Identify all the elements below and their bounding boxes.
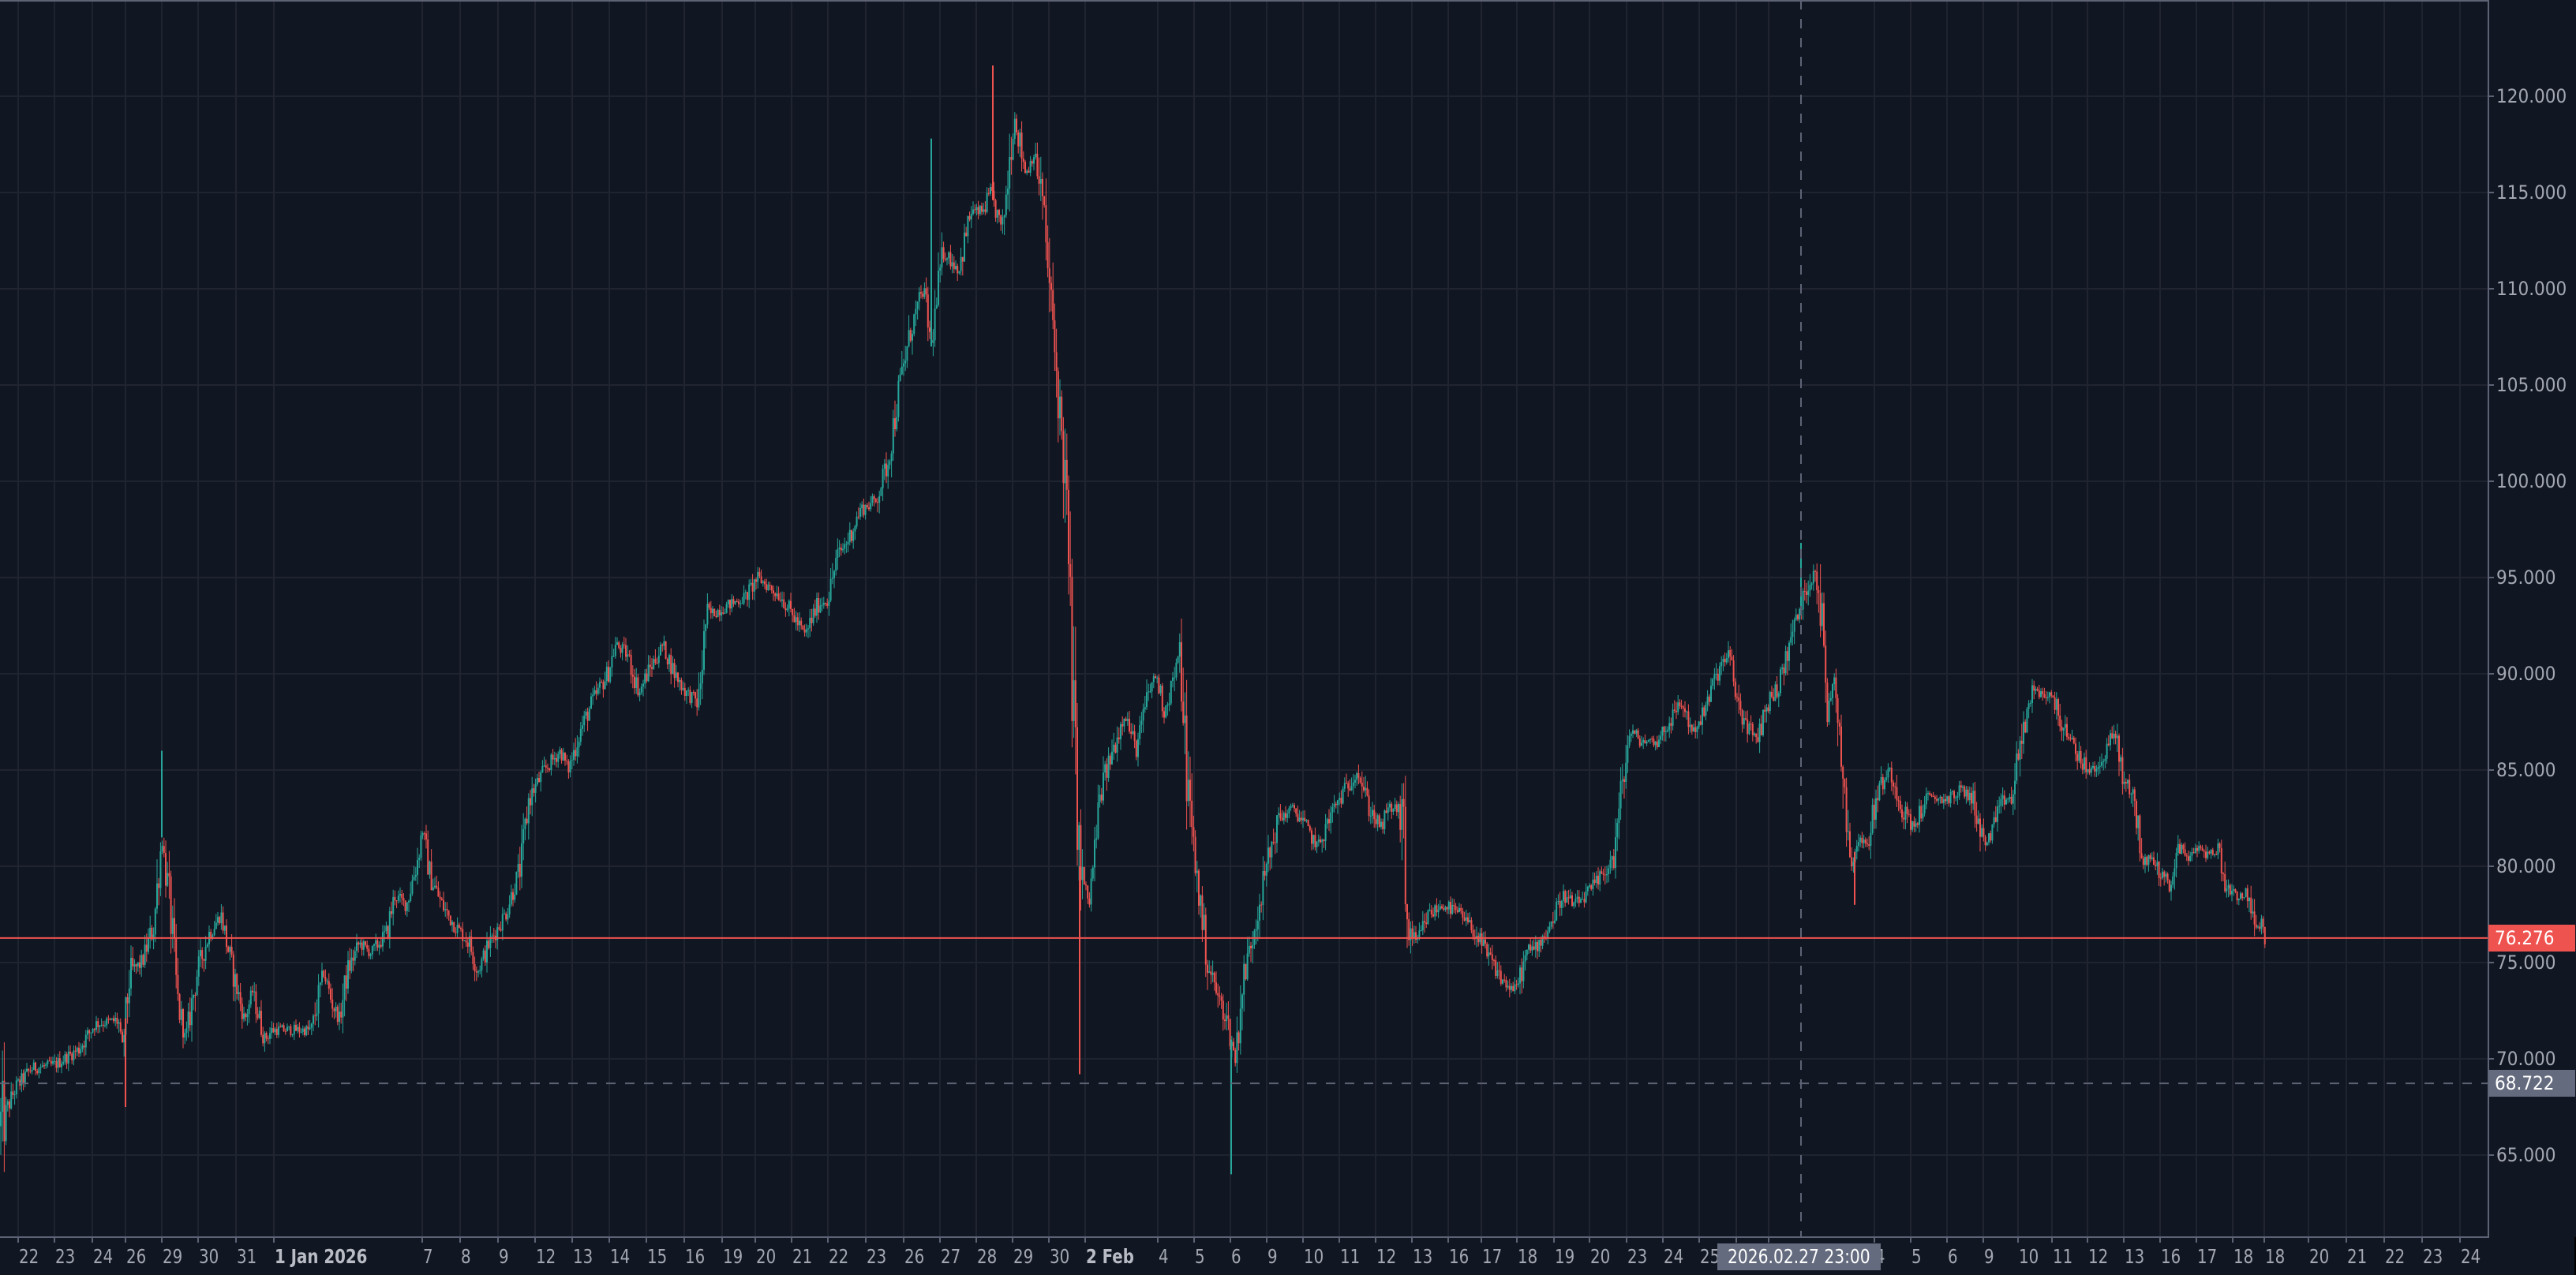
time-tick-label: 26: [904, 1245, 925, 1268]
time-tick-label: 11: [1340, 1245, 1361, 1268]
time-tick-label: 17: [1482, 1245, 1503, 1268]
price-tick-label: 100.000: [2496, 470, 2567, 492]
time-tick-label: 19: [723, 1245, 743, 1268]
time-tick-label: 13: [2125, 1245, 2145, 1268]
price-tick-label: 120.000: [2496, 85, 2567, 107]
time-tick-label: 12: [2088, 1245, 2109, 1268]
time-tick-label: 9: [1267, 1245, 1278, 1268]
time-tick-label: 8: [461, 1245, 471, 1268]
crosshair-price-badge: 68.722: [2488, 1070, 2575, 1097]
time-tick-label: 29: [163, 1245, 183, 1268]
price-tick-label: 65.000: [2496, 1144, 2556, 1166]
price-tick-label: 115.000: [2496, 181, 2567, 204]
time-tick-label: 5: [1911, 1245, 1922, 1268]
time-tick-label: 14: [610, 1245, 631, 1268]
time-tick-label: 5: [1195, 1245, 1205, 1268]
time-tick-label: 12: [536, 1245, 556, 1268]
price-tick-label: 70.000: [2496, 1048, 2556, 1070]
grid-lines: [0, 1, 2488, 1237]
time-tick-label: 21: [792, 1245, 813, 1268]
time-tick-label: 10: [1304, 1245, 1324, 1268]
time-tick-label: 18: [2265, 1245, 2286, 1268]
time-tick-label: 4: [1159, 1245, 1169, 1268]
time-tick-label: 7: [423, 1245, 433, 1268]
time-tick-label: 24: [1664, 1245, 1684, 1268]
time-tick-label: 18: [2233, 1245, 2254, 1268]
time-tick-label: 16: [685, 1245, 706, 1268]
time-tick-label: 26: [126, 1245, 147, 1268]
time-tick-label: 22: [829, 1245, 849, 1268]
time-tick-label: 21: [2347, 1245, 2368, 1268]
time-tick-label: 17: [2197, 1245, 2218, 1268]
time-tick-label: 20: [2309, 1245, 2330, 1268]
time-tick-label: 20: [1590, 1245, 1611, 1268]
time-tick-label: 27: [941, 1245, 961, 1268]
time-tick-label: 13: [573, 1245, 593, 1268]
time-tick-label: 31: [237, 1245, 257, 1268]
time-tick-label: 13: [1413, 1245, 1433, 1268]
time-tick-label: 24: [2461, 1245, 2481, 1268]
time-tick-label: 30: [1050, 1245, 1070, 1268]
time-tick-label: 10: [2019, 1245, 2039, 1268]
time-tick-label: 15: [647, 1245, 668, 1268]
price-tick-label: 110.000: [2496, 278, 2567, 300]
time-tick-label-major: 1 Jan 2026: [275, 1245, 368, 1268]
time-tick-label: 22: [2385, 1245, 2406, 1268]
time-tick-label: 23: [2423, 1245, 2443, 1268]
time-tick-label: 23: [1627, 1245, 1648, 1268]
time-tick-label: 9: [1984, 1245, 1994, 1268]
time-tick-label: 6: [1948, 1245, 1958, 1268]
time-tick-label: 20: [756, 1245, 777, 1268]
time-tick-label: 11: [2053, 1245, 2073, 1268]
last-price-badge: 76.276: [2488, 924, 2575, 952]
time-tick-label: 9: [499, 1245, 509, 1268]
candles: [0, 65, 2266, 1175]
price-tick-label: 85.000: [2496, 759, 2556, 781]
time-tick-label: 16: [1449, 1245, 1470, 1268]
time-tick-label: 24: [93, 1245, 114, 1268]
time-tick-label: 25: [1700, 1245, 1720, 1268]
time-tick-label: 18: [1518, 1245, 1538, 1268]
price-tick-label: 75.000: [2496, 952, 2556, 974]
axes: [0, 0, 2494, 1243]
time-tick-label: 6: [1231, 1245, 1241, 1268]
price-tick-label: 95.000: [2496, 566, 2556, 589]
time-tick-label: 30: [199, 1245, 219, 1268]
time-tick-label: 29: [1013, 1245, 1034, 1268]
time-tick-label: 23: [55, 1245, 76, 1268]
window-edge: [2574, 1237, 2576, 1275]
time-tick-label-major: 2 Feb: [1086, 1245, 1134, 1268]
time-tick-label: 28: [977, 1245, 998, 1268]
time-tick-label: 16: [2161, 1245, 2181, 1268]
time-tick-label: 22: [19, 1245, 39, 1268]
time-tick-label: 12: [1376, 1245, 1397, 1268]
price-tick-label: 90.000: [2496, 663, 2556, 685]
price-tick-label: 80.000: [2496, 855, 2556, 877]
price-tick-label: 105.000: [2496, 374, 2567, 396]
time-tick-label: 19: [1555, 1245, 1575, 1268]
crosshair-time-badge: 2026.02.27 23:00: [1717, 1243, 1881, 1270]
crosshair-time-label: 2026.02.27 23:00: [1728, 1245, 1870, 1268]
price-lines: [0, 0, 2488, 1237]
time-tick-label: 23: [867, 1245, 887, 1268]
